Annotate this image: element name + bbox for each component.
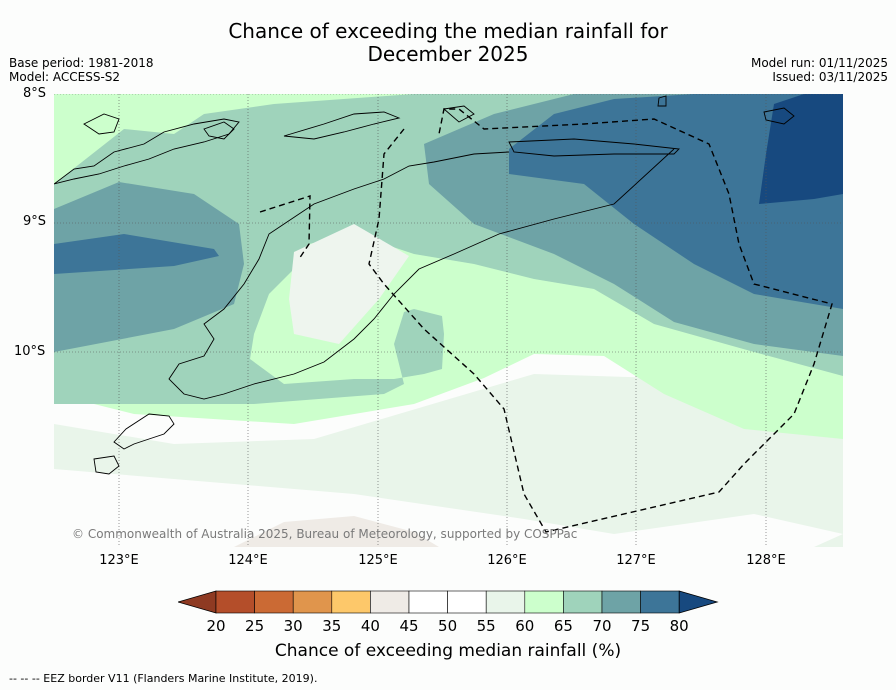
band-75-80-east [509, 94, 843, 309]
colorbar-title: Chance of exceeding median rainfall (%) [274, 641, 622, 661]
lon-label-123e: 123°E [99, 553, 139, 568]
colorbar-tick-50: 50 [438, 617, 458, 635]
colorbar-segment-35-40 [331, 590, 371, 614]
coast-rote [113, 413, 175, 450]
colorbar-segment-25-30 [254, 590, 294, 614]
colorbar-tick-75: 75 [631, 617, 651, 635]
coast-islet-4 [763, 107, 795, 125]
eez-border [259, 108, 833, 533]
colorbar-tick-35: 35 [322, 617, 342, 635]
coast-timor [168, 148, 675, 400]
copyright-notice: © Commonwealth of Australia 2025, Bureau… [72, 527, 578, 541]
colorbar-segment-50-55 [447, 590, 487, 614]
colorbar-tick-65: 65 [553, 617, 573, 635]
band-40-45 [234, 516, 439, 547]
run-info: Model run: 01/11/2025 Issued: 03/11/2025 [751, 56, 888, 84]
colorbar-tick-70: 70 [592, 617, 612, 635]
colorbar-segment-60-65 [524, 590, 564, 614]
colorbar-tick-55: 55 [476, 617, 496, 635]
coast-wetar [508, 138, 680, 157]
model-info: Base period: 1981-2018 Model: ACCESS-S2 [9, 56, 154, 84]
title-line-1: Chance of exceeding the median rainfall … [228, 19, 668, 43]
colorbar-tick-45: 45 [399, 617, 419, 635]
lon-label-128e: 128°E [746, 553, 786, 568]
coast-islet-3 [657, 95, 667, 107]
colorbar [178, 590, 719, 614]
lat-label-8s: 8°S [23, 86, 47, 101]
colorbar-tick-40: 40 [360, 617, 380, 635]
coast-islet-1 [83, 113, 120, 135]
colorbar-segment-20-25 [215, 590, 255, 614]
coast-sawu [93, 455, 120, 475]
coast-islet-2 [203, 121, 235, 140]
band-55-60 [54, 374, 843, 547]
map-svg [54, 94, 843, 547]
colorbar-segment-70-75 [601, 590, 641, 614]
colorbar-segment-40-45 [370, 590, 410, 614]
colorbar-segment-55-60 [485, 590, 526, 614]
model-run: Model run: 01/11/2025 [750, 56, 888, 70]
colorbar-tick-80: 80 [669, 617, 689, 635]
graticule [54, 94, 843, 547]
colorbar-tick-30: 30 [283, 617, 303, 635]
colorbar-arrow-under [178, 590, 217, 614]
map-title: Chance of exceeding the median rainfall … [0, 20, 896, 66]
base-period: Base period: 1981-2018 [9, 56, 154, 70]
colorbar-arrow-over [678, 590, 719, 614]
lon-label-124e: 124°E [228, 553, 268, 568]
coast-flores-west [54, 118, 240, 185]
band-inner-white [289, 224, 409, 344]
colorbar-tick-20: 20 [206, 617, 226, 635]
colorbar-segment-30-35 [292, 590, 333, 614]
colorbar-segment-65-70 [563, 590, 603, 614]
eez-legend: -- -- -- EEZ border V11 (Flanders Marine… [9, 672, 318, 685]
colorbar-segment-45-50 [408, 590, 448, 614]
colorbar-tick-60: 60 [515, 617, 535, 635]
rainfall-map [54, 94, 843, 547]
lon-label-127e: 127°E [616, 553, 656, 568]
lat-label-10s: 10°S [14, 344, 46, 359]
band-75-80-west [54, 234, 219, 274]
model-name: Model: ACCESS-S2 [9, 70, 121, 84]
coast-alor [283, 111, 401, 140]
lat-label-9s: 9°S [23, 214, 47, 229]
coast-wetar-tip [442, 105, 475, 123]
title-line-2: December 2025 [367, 42, 529, 66]
lon-label-125e: 125°E [358, 553, 398, 568]
colorbar-tick-25: 25 [245, 617, 265, 635]
issued-date: Issued: 03/11/2025 [772, 70, 888, 84]
colorbar-segment-75-80 [640, 590, 680, 614]
band-over-80 [759, 94, 843, 204]
lon-label-126e: 126°E [487, 553, 527, 568]
coastlines [54, 95, 795, 475]
